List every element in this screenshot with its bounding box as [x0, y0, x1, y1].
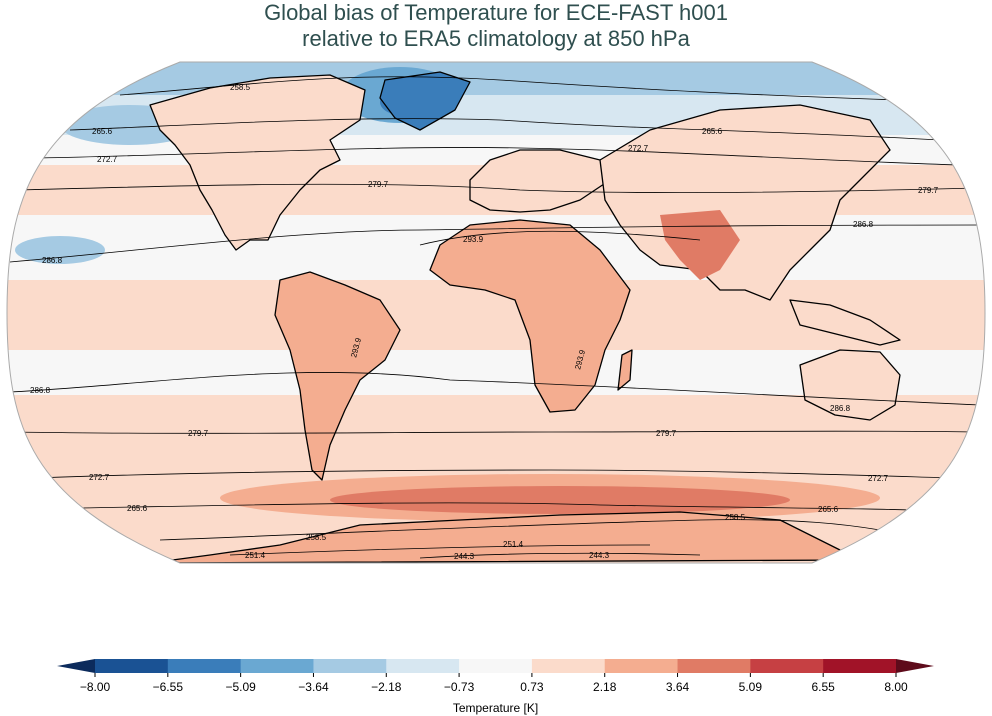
contour-258-5-north [119, 76, 901, 101]
madagascar [617, 349, 633, 391]
south-america [274, 271, 401, 481]
contour-293-9-north [419, 230, 701, 246]
europe [469, 149, 611, 213]
colorbar-tick-label: 2.18 [593, 680, 617, 694]
pacific-cold-anomaly [15, 236, 105, 264]
contour-265-6-south [79, 502, 911, 511]
contour-label: 279.7 [368, 180, 389, 189]
colorbar-segment [750, 659, 824, 673]
colorbar-segment [386, 659, 460, 673]
contour-279-7-north [19, 183, 976, 194]
colorbar-extend-over [896, 659, 934, 673]
contour-label: 258.5 [230, 83, 251, 92]
contour-label: 286.8 [30, 386, 51, 395]
contour-label: 279.7 [656, 429, 677, 438]
colorbar-tick-label: 3.64 [666, 680, 690, 694]
bias-map: 258.5 265.6 265.6 272.7 272.7 279.7 279.… [7, 62, 985, 563]
contour-label: 265.6 [127, 504, 148, 513]
contour-label: 265.6 [818, 505, 839, 514]
figure-title: Global bias of Temperature for ECE-FAST … [0, 0, 992, 52]
contour-label: 293.9 [463, 235, 484, 244]
colorbar-tick-label: 8.00 [884, 680, 908, 694]
landmass-group [149, 71, 901, 563]
contour-286-8-north [9, 224, 981, 263]
antarctica [149, 511, 861, 563]
colorbar-segment [531, 659, 606, 673]
australia [799, 349, 901, 421]
contour-272-7-south [34, 469, 956, 479]
contour-label: 272.7 [97, 155, 118, 164]
globe-outline [6, 61, 986, 564]
contour-279-7-south [14, 430, 976, 434]
contour-265-6-north [69, 118, 941, 141]
colorbar-tick-label: −3.64 [298, 680, 329, 694]
contour-label: 244.3 [454, 552, 475, 561]
colorbar-segment [313, 659, 387, 673]
colorbar-tick-label: 5.09 [739, 680, 763, 694]
contour-label: 265.6 [702, 127, 723, 136]
contour-244-3-south [419, 552, 701, 559]
north-america [149, 74, 366, 251]
contour-label: 272.7 [868, 474, 889, 483]
colorbar-tick-label: −6.55 [153, 680, 184, 694]
southern-ocean-strong-anomaly [330, 486, 790, 514]
title-line-1: Global bias of Temperature for ECE-FAST … [264, 0, 728, 25]
southeast-asia-islands [789, 299, 901, 346]
contour-label: 272.7 [628, 144, 649, 153]
africa [429, 219, 631, 413]
colorbar-extend-under [57, 659, 95, 673]
colorbar-tick-label: 6.55 [812, 680, 836, 694]
contour-label: 286.8 [42, 256, 63, 265]
colorbar-segment [167, 659, 242, 673]
asia [599, 104, 891, 301]
colorbar-label: Temperature [K] [453, 701, 538, 715]
colorbar-tick-label: −8.00 [80, 680, 111, 694]
contour-label: 286.8 [830, 404, 851, 413]
colorbar-segment [95, 659, 169, 673]
contour-label: 251.4 [503, 540, 524, 549]
contour-286-8-south [9, 371, 981, 406]
contour-label: 279.7 [188, 429, 209, 438]
contour-272-7-north [39, 147, 961, 166]
colorbar-tick-label: 0.73 [520, 680, 544, 694]
colorbar-segment [677, 659, 751, 673]
contour-labels: 258.5 265.6 265.6 272.7 272.7 279.7 279.… [30, 83, 939, 561]
contour-label: 258.5 [306, 533, 327, 542]
contour-label: 258.5 [725, 513, 746, 522]
indian-subcontinent-warm [660, 210, 740, 280]
colorbar-segment [459, 659, 533, 673]
contour-label: 265.6 [92, 127, 113, 136]
colorbar-tick-label: −2.18 [371, 680, 402, 694]
contour-251-4-south [229, 544, 651, 556]
contour-label: 279.7 [918, 186, 939, 195]
greenland [379, 71, 471, 131]
contour-label: 251.4 [245, 551, 266, 560]
climatology-contours [9, 76, 981, 559]
colorbar-tick-label: −0.73 [444, 680, 475, 694]
contour-label: 244.3 [589, 551, 610, 560]
colorbar-segment [240, 659, 314, 673]
title-line-2: relative to ERA5 climatology at 850 hPa [302, 26, 690, 51]
colorbar-segment [604, 659, 679, 673]
colorbar-segment [823, 659, 897, 673]
contour-258-5-south [159, 519, 881, 541]
contour-label: 272.7 [89, 473, 110, 482]
arctic-bias-band [7, 62, 985, 100]
colorbar-tick-label: −5.09 [225, 680, 256, 694]
colorbar: −8.00 −6.55 −5.09 −3.64 −2.18 −0.73 0.73 2.18 3.… [57, 659, 934, 715]
contour-label: 286.8 [853, 220, 874, 229]
